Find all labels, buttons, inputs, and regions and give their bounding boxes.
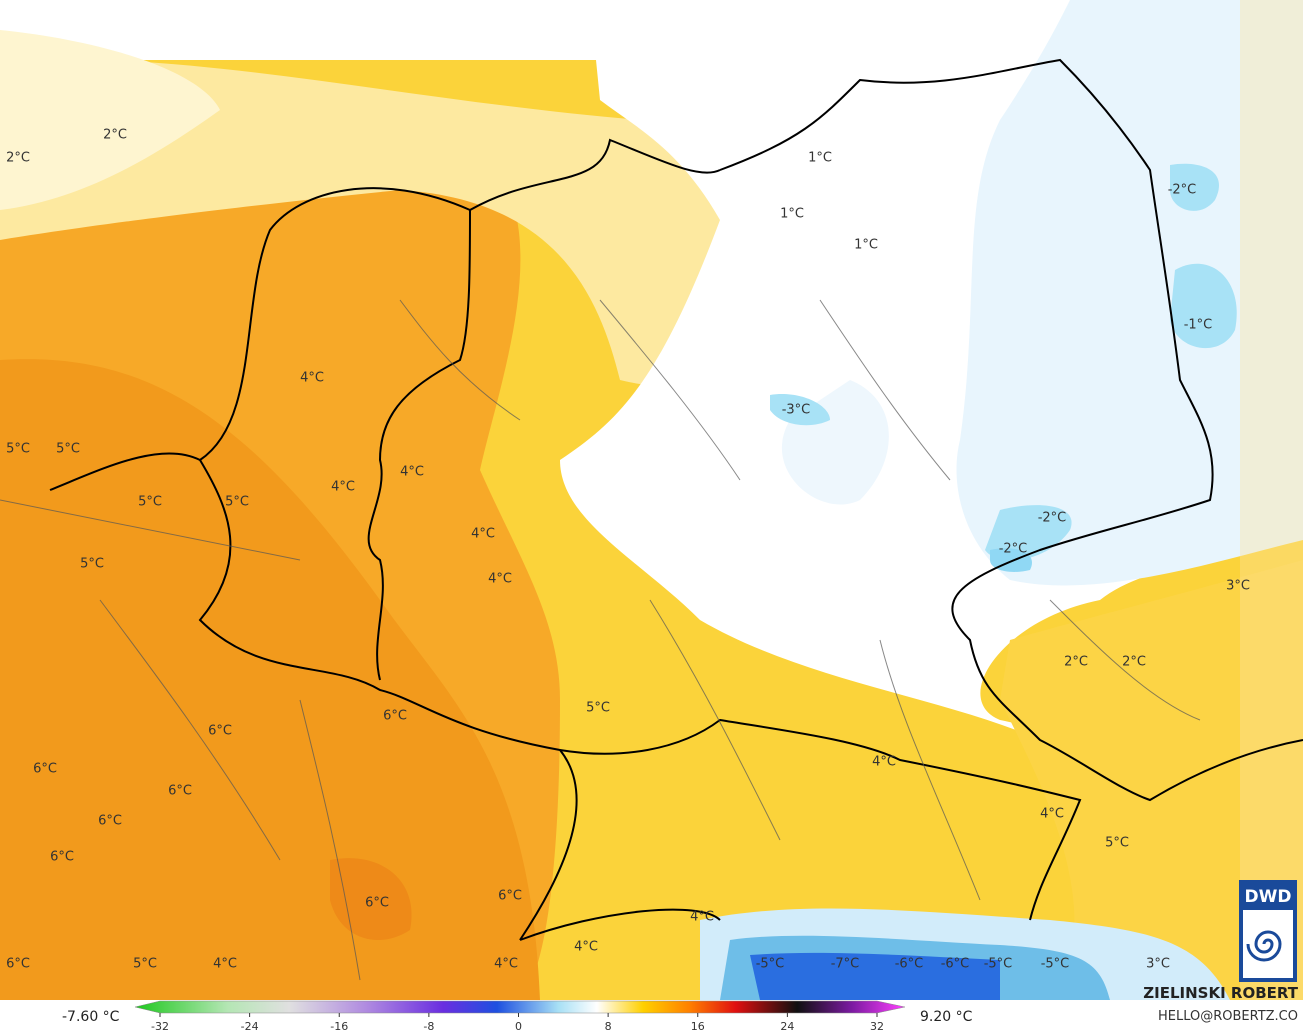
temp-label: 6°C bbox=[98, 814, 122, 829]
temp-label: 2°C bbox=[6, 151, 30, 166]
colorbar-tick-label: 0 bbox=[515, 1020, 522, 1033]
temp-label: 1°C bbox=[780, 207, 804, 222]
temp-label: -2°C bbox=[999, 542, 1028, 557]
colorbar bbox=[134, 1000, 906, 1014]
temp-label: 5°C bbox=[138, 495, 162, 510]
temp-label: 5°C bbox=[1105, 836, 1129, 851]
temp-label: 1°C bbox=[854, 238, 878, 253]
temp-label: 6°C bbox=[33, 762, 57, 777]
temp-label: -5°C bbox=[756, 957, 785, 972]
temp-label: 5°C bbox=[586, 701, 610, 716]
temp-label: 4°C bbox=[494, 957, 518, 972]
temp-label: 4°C bbox=[574, 940, 598, 955]
logo-text: DWD bbox=[1245, 887, 1292, 907]
temperature-labels: 2°C 2°C 1°C 1°C 1°C -2°C -1°C 4°C -3°C 5°C 5°C 4°C 4… bbox=[6, 128, 1250, 972]
temp-label: 4°C bbox=[872, 755, 896, 770]
temp-label: 5°C bbox=[133, 957, 157, 972]
colorbar-tick-label: -32 bbox=[151, 1020, 169, 1033]
temp-label: -5°C bbox=[1041, 957, 1070, 972]
temp-label: -7°C bbox=[831, 957, 860, 972]
temp-label: 2°C bbox=[1122, 655, 1146, 670]
temp-label: -6°C bbox=[941, 957, 970, 972]
colorbar-tick-label: -8 bbox=[423, 1020, 434, 1033]
colorbar-tick-label: 16 bbox=[691, 1020, 705, 1033]
region-lines bbox=[0, 299, 1201, 981]
temp-label: 4°C bbox=[331, 480, 355, 495]
colorbar-tick-label: -16 bbox=[330, 1020, 348, 1033]
temp-label: 3°C bbox=[1146, 957, 1170, 972]
colorbar-ticks: -32 -24 -16 -8 0 8 16 24 32 bbox=[151, 1013, 884, 1033]
temp-label: 1°C bbox=[808, 151, 832, 166]
legend-max: 9.20 °C bbox=[920, 1009, 973, 1025]
temp-label: 6°C bbox=[365, 896, 389, 911]
email: HELLO@ROBERTZ.CO bbox=[1158, 1009, 1298, 1024]
temp-label: -6°C bbox=[895, 957, 924, 972]
temp-label: -2°C bbox=[1168, 183, 1197, 198]
temp-label: 5°C bbox=[56, 442, 80, 457]
temp-label: 5°C bbox=[225, 495, 249, 510]
temp-label: -3°C bbox=[782, 403, 811, 418]
temp-label: -2°C bbox=[1038, 511, 1067, 526]
temp-label: 4°C bbox=[400, 465, 424, 480]
temp-label: 4°C bbox=[471, 527, 495, 542]
temp-label: 4°C bbox=[488, 572, 512, 587]
temp-label: 4°C bbox=[300, 371, 324, 386]
temp-label: -1°C bbox=[1184, 318, 1213, 333]
colorbar-tick-label: 32 bbox=[870, 1020, 884, 1033]
borders bbox=[49, 58, 1303, 941]
temp-label: 6°C bbox=[50, 850, 74, 865]
dwd-logo: DWD bbox=[1239, 880, 1297, 982]
temperature-field bbox=[0, 0, 1303, 1001]
temp-label: 2°C bbox=[103, 128, 127, 143]
colorbar-tick-label: 8 bbox=[605, 1020, 612, 1033]
temp-label: 2°C bbox=[1064, 655, 1088, 670]
temp-label: 5°C bbox=[6, 442, 30, 457]
temp-label: 4°C bbox=[213, 957, 237, 972]
colorbar-tick-label: 24 bbox=[780, 1020, 794, 1033]
legend-min: -7.60 °C bbox=[62, 1009, 120, 1025]
colorbar-tick-label: -24 bbox=[241, 1020, 259, 1033]
temp-label: 4°C bbox=[1040, 807, 1064, 822]
temp-label: 6°C bbox=[208, 724, 232, 739]
temp-label: 6°C bbox=[498, 889, 522, 904]
temp-label: 4°C bbox=[690, 910, 714, 925]
temp-label: 6°C bbox=[6, 957, 30, 972]
temp-label: 6°C bbox=[383, 709, 407, 724]
author: ZIELINSKI ROBERT bbox=[1143, 984, 1298, 1002]
temp-label: 6°C bbox=[168, 784, 192, 799]
temp-label: -5°C bbox=[984, 957, 1013, 972]
temp-label: 5°C bbox=[80, 557, 104, 572]
temp-label: 3°C bbox=[1226, 579, 1250, 594]
